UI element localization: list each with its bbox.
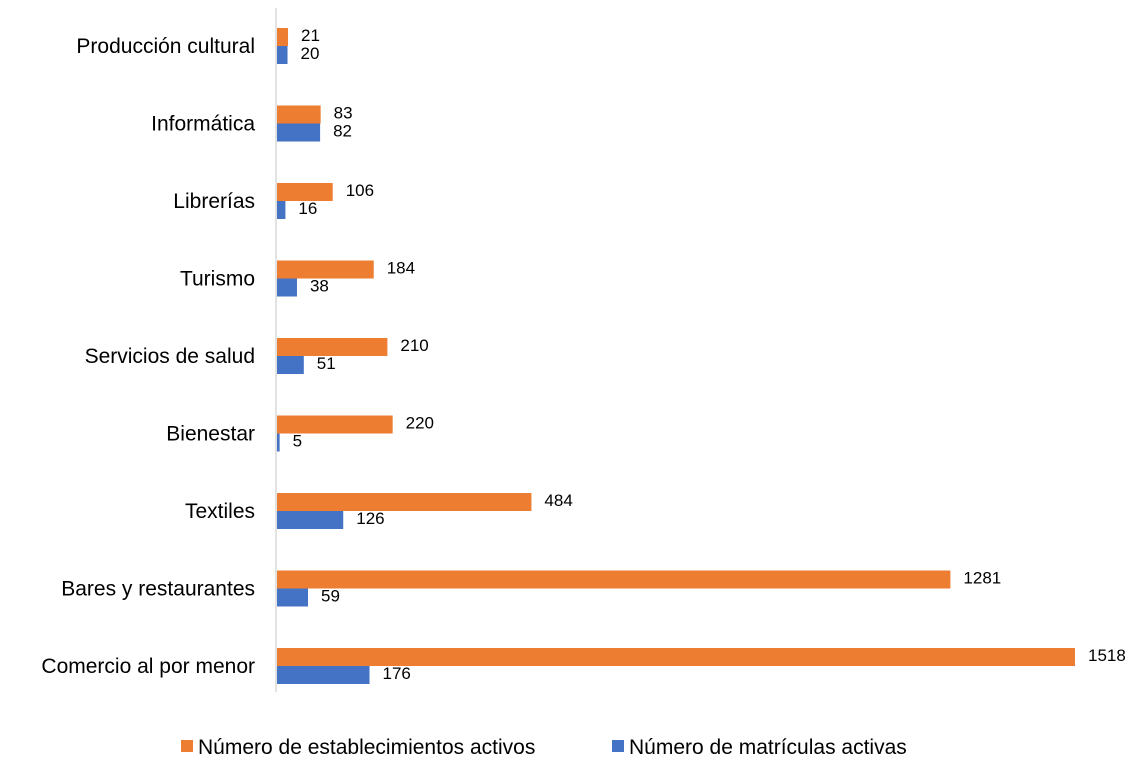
- value-label-matriculas-bienestar: 5: [293, 432, 302, 451]
- legend-label-matriculas: Número de matrículas activas: [629, 736, 907, 759]
- legend-swatch-establecimientos: [181, 740, 193, 752]
- value-label-matriculas-turismo: 38: [310, 277, 329, 296]
- category-label-informatica: Informática: [151, 113, 255, 136]
- bar-establecimientos-turismo: [277, 260, 374, 279]
- bar-matriculas-comercio-al-por-menor: [277, 666, 370, 684]
- value-label-establecimientos-librerias: 106: [346, 181, 374, 200]
- bar-establecimientos-bienestar: [277, 415, 393, 434]
- value-label-establecimientos-turismo: 184: [387, 259, 415, 278]
- category-label-produccion-cultural: Producción cultural: [76, 35, 255, 58]
- bar-establecimientos-textiles: [277, 493, 532, 511]
- value-label-matriculas-produccion-cultural: 20: [301, 44, 320, 63]
- bars-group: [277, 28, 1075, 684]
- bar-establecimientos-informatica: [277, 105, 321, 124]
- legend-swatch-matriculas: [612, 740, 624, 752]
- bar-establecimientos-bares-y-restaurantes: [277, 570, 951, 589]
- bar-matriculas-textiles: [277, 511, 344, 529]
- category-labels-group: Producción cultural Informática Librerías T…: [41, 35, 255, 678]
- bar-matriculas-produccion-cultural: [277, 46, 288, 64]
- value-label-establecimientos-comercio-al-por-menor: 1518: [1088, 646, 1126, 665]
- legend: Número de establecimientos activos Númer…: [181, 736, 907, 759]
- value-label-matriculas-librerias: 16: [298, 199, 317, 218]
- legend-label-establecimientos: Número de establecimientos activos: [198, 736, 535, 759]
- value-label-matriculas-comercio-al-por-menor: 176: [383, 664, 411, 683]
- bar-establecimientos-comercio-al-por-menor: [277, 648, 1075, 666]
- bar-matriculas-servicios-de-salud: [277, 356, 304, 374]
- value-label-matriculas-informatica: 82: [333, 122, 352, 141]
- category-label-bienestar: Bienestar: [166, 423, 255, 446]
- bar-matriculas-bienestar: [277, 433, 280, 452]
- value-label-establecimientos-produccion-cultural: 21: [301, 26, 320, 45]
- value-label-establecimientos-textiles: 484: [544, 491, 572, 510]
- category-label-textiles: Textiles: [185, 500, 255, 523]
- category-label-librerias: Librerías: [173, 190, 255, 213]
- value-label-matriculas-textiles: 126: [356, 509, 384, 528]
- bar-matriculas-librerias: [277, 201, 286, 219]
- category-label-turismo: Turismo: [180, 268, 255, 291]
- value-label-establecimientos-servicios-de-salud: 210: [400, 336, 428, 355]
- bar-matriculas-bares-y-restaurantes: [277, 588, 309, 607]
- value-label-establecimientos-bienestar: 220: [406, 414, 434, 433]
- value-label-establecimientos-bares-y-restaurantes: 1281: [963, 569, 1001, 588]
- category-label-bares-y-restaurantes: Bares y restaurantes: [61, 578, 255, 601]
- value-label-matriculas-servicios-de-salud: 51: [317, 354, 336, 373]
- bar-establecimientos-produccion-cultural: [277, 28, 289, 46]
- bar-matriculas-informatica: [277, 123, 321, 142]
- value-label-matriculas-bares-y-restaurantes: 59: [321, 587, 340, 606]
- bar-matriculas-turismo: [277, 278, 297, 297]
- category-label-comercio-al-por-menor: Comercio al por menor: [41, 655, 255, 678]
- bar-establecimientos-servicios-de-salud: [277, 338, 388, 356]
- category-label-servicios-de-salud: Servicios de salud: [85, 345, 255, 368]
- bar-establecimientos-librerias: [277, 183, 333, 201]
- value-label-establecimientos-informatica: 83: [334, 104, 353, 123]
